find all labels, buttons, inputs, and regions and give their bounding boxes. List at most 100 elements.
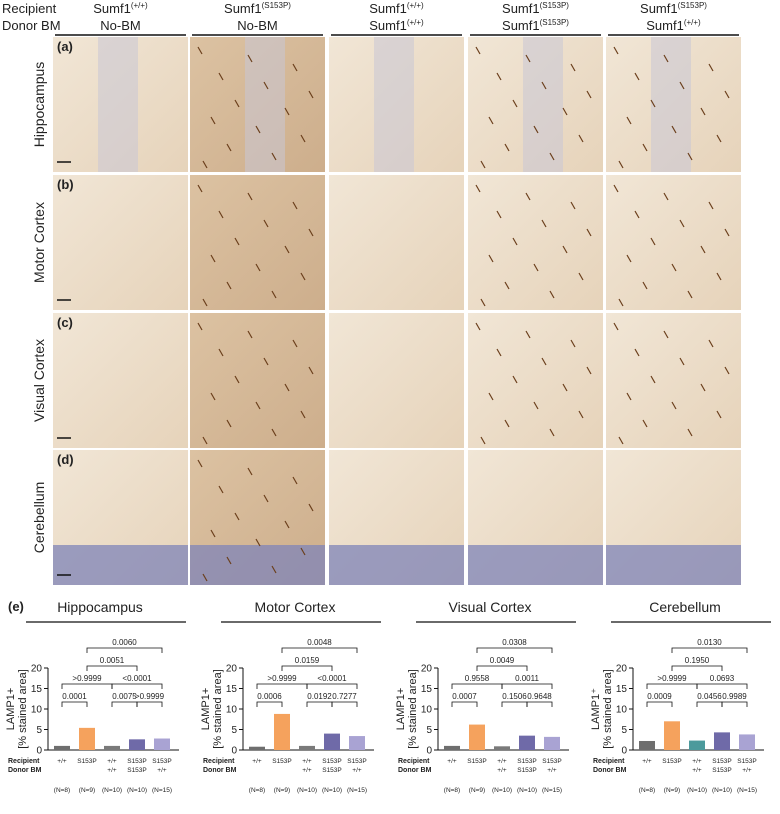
y-tick-label: 15 — [31, 684, 43, 695]
group-n: (N=10) — [687, 787, 707, 794]
stain — [210, 529, 216, 538]
row-label: Recipient — [8, 758, 40, 765]
row-label: Visual Cortex — [31, 339, 47, 422]
donor-genotype: S153P — [712, 767, 732, 774]
stain — [549, 290, 555, 299]
stain — [210, 116, 216, 125]
stain — [512, 237, 518, 246]
genotype-sup: (S153P) — [262, 1, 292, 10]
group-n: (N=10) — [712, 787, 732, 794]
stain — [634, 210, 640, 219]
comparison-bracket — [671, 647, 748, 653]
y-tick-label: 10 — [616, 705, 628, 716]
stain — [255, 538, 261, 547]
donor-genotype: No-BM — [100, 18, 140, 33]
recipient-genotype: S153P — [737, 758, 757, 765]
y-tick-label: 10 — [421, 705, 433, 716]
panel-letter: (b) — [57, 177, 74, 192]
cell-layer — [374, 37, 414, 172]
stain — [234, 512, 240, 521]
p-value: >0.9999 — [72, 674, 102, 683]
stain — [480, 298, 486, 307]
recipient-genotype: +/+ — [692, 758, 702, 765]
group-n: (N=15) — [347, 787, 367, 794]
comparison-bracket — [696, 701, 723, 707]
comparison-bracket — [451, 701, 478, 707]
stain — [308, 228, 314, 237]
granular-layer — [329, 545, 464, 585]
stain — [247, 54, 253, 63]
stain — [626, 392, 632, 401]
donor-label: Donor BM — [2, 18, 61, 33]
stain — [202, 298, 208, 307]
stain — [292, 63, 298, 72]
micrograph — [329, 175, 464, 310]
stain — [708, 201, 714, 210]
group-n: (N=10) — [297, 787, 317, 794]
recipient-genotype: S153P — [542, 758, 562, 765]
recipient-genotype: +/+ — [302, 758, 312, 765]
group-n: (N=15) — [737, 787, 757, 794]
donor-genotype: Sumf1(S153P) — [502, 18, 569, 33]
stain — [202, 160, 208, 169]
stain — [671, 125, 677, 134]
stain — [234, 99, 240, 108]
stain — [218, 485, 224, 494]
genotype-sup: (+/+) — [407, 1, 424, 10]
stain — [562, 383, 568, 392]
genotype-sup: (+/+) — [684, 18, 701, 27]
bar — [154, 738, 170, 750]
p-value: 0.7277 — [332, 692, 357, 701]
stain — [300, 547, 306, 556]
donor-genotype: +/+ — [547, 767, 557, 774]
group-n: (N=10) — [102, 787, 122, 794]
stain — [549, 152, 555, 161]
recipient-genotype: S153P — [517, 758, 537, 765]
genotype: Sumf1 — [502, 18, 540, 33]
stain — [650, 237, 656, 246]
stain — [570, 201, 576, 210]
p-value: 0.0130 — [697, 638, 722, 647]
stain — [549, 428, 555, 437]
y-axis-label: [% stained area] — [212, 669, 224, 749]
p-value: 0.0011 — [515, 674, 539, 683]
stain — [504, 281, 510, 290]
row-label: Donor BM — [203, 767, 237, 774]
stain — [197, 322, 203, 331]
genotype: Sumf1 — [369, 18, 407, 33]
group-n: (N=9) — [79, 787, 95, 794]
y-axis-label: [% stained area] — [17, 669, 29, 749]
panel-letter: (d) — [57, 452, 74, 467]
recipient-genotype: +/+ — [447, 758, 457, 765]
stain — [504, 143, 510, 152]
comparison-bracket — [86, 647, 163, 653]
stain — [247, 330, 253, 339]
stain — [247, 467, 253, 476]
stain — [613, 46, 619, 55]
genotype: Sumf1 — [93, 1, 131, 16]
comparison-bracket — [646, 701, 673, 707]
donor-genotype: S153P — [517, 767, 537, 774]
micrograph — [468, 313, 603, 448]
stain — [488, 116, 494, 125]
bar — [639, 740, 655, 750]
recipient-genotype: +/+ — [57, 758, 67, 765]
group-n: (N=8) — [639, 787, 655, 794]
stain — [202, 436, 208, 445]
stain — [263, 219, 269, 228]
stain — [533, 125, 539, 134]
comparison-bracket — [61, 701, 88, 707]
micrograph — [53, 175, 188, 310]
p-value: 0.0006 — [257, 692, 282, 701]
y-tick-label: 10 — [226, 705, 238, 716]
group-n: (N=10) — [517, 787, 537, 794]
stain — [613, 184, 619, 193]
stain — [642, 143, 648, 152]
stain — [613, 322, 619, 331]
granular-layer — [606, 545, 741, 585]
comparison-bracket — [61, 683, 113, 689]
y-axis-label: LAMP1+ — [395, 688, 407, 731]
stain — [570, 63, 576, 72]
stain — [650, 99, 656, 108]
stain — [284, 107, 290, 116]
